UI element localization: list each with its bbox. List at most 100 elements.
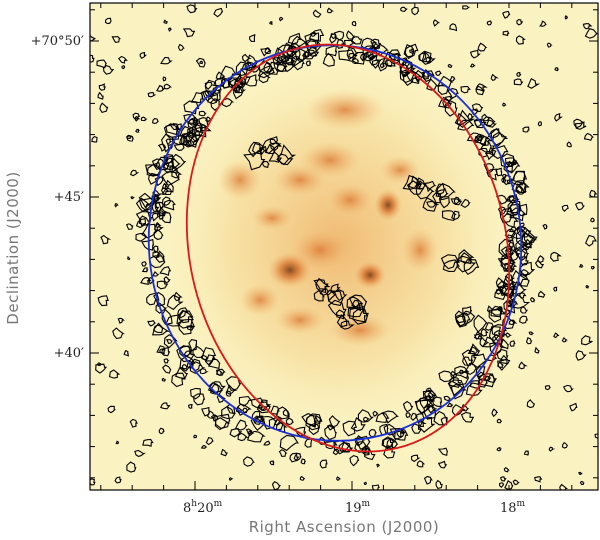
contour-noise-619 [200,445,208,449]
contour-noise-646 [590,217,596,223]
contour-noise-727 [416,460,426,468]
contour-noise-733 [193,434,198,439]
contour-inner-549 [432,192,442,204]
contour-ring-264 [285,417,294,426]
contour-ring-325 [425,387,433,394]
contour-noise-596 [97,91,104,100]
contour-ring-483 [520,305,529,314]
contour-ring-138 [146,292,160,306]
contour-ring-508 [346,30,356,40]
contour-ring-435 [256,401,271,414]
contour-noise-722 [115,440,120,445]
contour-noise-632 [300,458,307,465]
contour-ring-167 [435,70,442,76]
contour-ring-364 [461,349,477,367]
contour-noise-638 [486,20,493,26]
contour-noise-582 [91,135,98,143]
contour-noise-610 [108,369,121,379]
contour-ring-380 [186,324,195,331]
contour-noise-724 [97,295,109,307]
plot-frame [89,2,599,491]
contour-ring-425 [495,167,503,177]
contour-ring-474 [371,59,380,69]
contour-noise-623 [121,65,126,70]
contour-ring-507 [215,368,226,376]
contour-ring-156 [269,405,280,415]
contour-noise-600 [516,71,522,77]
contour-ring-506 [400,63,411,74]
contour-ring-184 [258,71,271,84]
contour-noise-609 [213,7,224,18]
contour-inner-544 [422,197,440,212]
contour-ring-182 [463,362,478,375]
contour-inner-560 [406,180,425,195]
contour-ring-354 [232,83,245,100]
contour-noise-608 [117,317,125,324]
contour-noise-739 [130,196,135,200]
contour-noise-593 [376,463,380,468]
contour-ring-513 [404,43,419,60]
contour-ring-445 [369,54,380,66]
contour-ring-303 [508,241,515,250]
contour-ring-504 [471,103,484,113]
contour-noise-651 [97,362,103,367]
contour-noise-614 [504,479,514,490]
contour-ring-203 [446,88,459,99]
contour-ring-168 [308,423,320,436]
contour-ring-515 [479,336,490,348]
contour-noise-704 [584,28,598,39]
contour-ring-451 [507,199,521,214]
contour-noise-712 [526,399,536,409]
contour-noise-644 [195,57,206,68]
contour-ring-402 [190,387,201,400]
contour-noise-590 [435,479,443,490]
contour-ring-33 [141,261,148,267]
contour-ring-82 [338,49,358,62]
contour-noise-691 [118,55,128,64]
contour-ring-312 [161,308,173,325]
contour-noise-675 [411,6,420,16]
contour-ring-315 [256,415,266,423]
contour-ring-387 [383,423,398,436]
contour-ring-88 [386,437,399,450]
emission-filament-2 [374,189,402,221]
contour-noise-745 [449,23,458,32]
contour-ring-444 [459,369,466,375]
contour-ring-339 [388,49,402,62]
contour-inner-566 [442,259,460,272]
contour-noise-668 [199,60,203,65]
contour-inner-569 [335,309,346,320]
contour-ring-399 [163,334,178,349]
contour-ring-300 [382,436,397,450]
remnant-bright-filaments [218,90,438,346]
contour-noise-629 [477,42,488,52]
contour-ring-143 [273,61,287,73]
contour-noise-604 [518,361,528,370]
contour-ring-389 [165,339,173,345]
contour-ring-227 [513,170,525,184]
contour-ring-141 [156,280,169,290]
contour-ring-496 [357,409,375,423]
contour-noise-584 [99,102,109,114]
contour-noise-636 [561,204,569,212]
contour-noise-647 [433,19,441,27]
contour-ring-433 [161,196,171,206]
contour-noise-736 [527,78,541,89]
contour-noise-742 [147,92,157,98]
contour-ring-499 [499,338,509,350]
contour-ring-461 [338,442,352,453]
contour-ring-213 [174,366,189,379]
contour-ring-35 [509,340,516,347]
contour-ring-91 [161,347,171,357]
contour-ring-99 [487,128,502,139]
contour-noise-721 [237,432,249,442]
emission-filament-9 [276,306,324,334]
contour-ring-48 [447,379,465,397]
contour-ring-500 [171,153,187,171]
contour-ring-62 [152,270,160,277]
contour-noise-637 [163,83,172,90]
emission-filament-12 [305,90,385,130]
contour-noise-633 [161,377,167,382]
contour-noise-672 [134,449,146,457]
